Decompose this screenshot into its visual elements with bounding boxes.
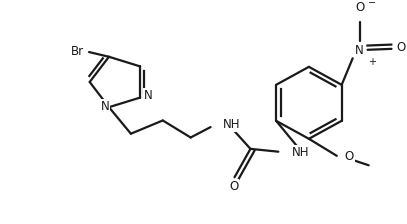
Text: O: O	[229, 180, 238, 193]
Text: −: −	[368, 0, 376, 9]
Text: O: O	[355, 1, 364, 14]
Text: NH: NH	[292, 146, 310, 159]
Text: Br: Br	[70, 45, 83, 58]
Text: NH: NH	[223, 118, 240, 131]
Text: +: +	[368, 57, 376, 67]
Text: N: N	[101, 100, 109, 113]
Text: O: O	[397, 41, 406, 54]
Text: O: O	[345, 150, 354, 163]
Text: N: N	[144, 89, 153, 102]
Text: N: N	[355, 44, 364, 57]
